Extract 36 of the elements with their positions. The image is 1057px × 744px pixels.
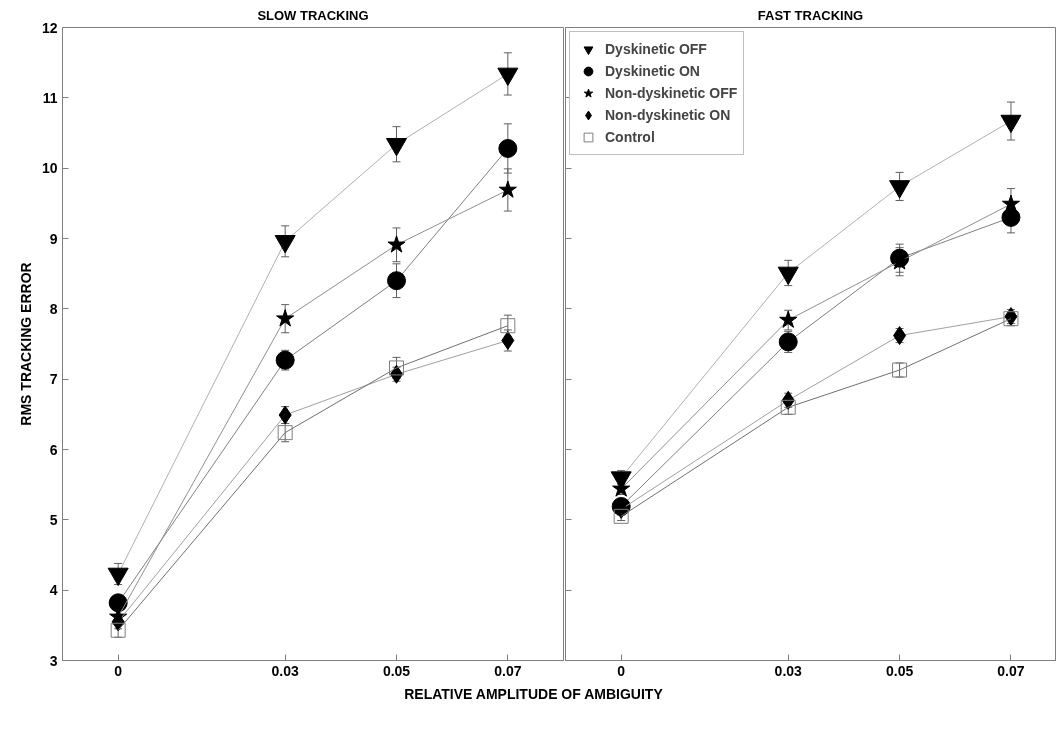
- legend-label: Dyskinetic OFF: [605, 40, 707, 59]
- x-tick-label: 0.03: [271, 662, 299, 679]
- y-tick-label: 9: [49, 230, 58, 247]
- point: [1001, 194, 1021, 212]
- y-axis-title: RMS TRACKING ERROR: [17, 262, 34, 426]
- x-axis-title: RELATIVE AMPLITUDE OF AMBIGUITY: [404, 685, 663, 704]
- x-tick-label: 0: [114, 662, 123, 679]
- x-tick-label: 0: [617, 662, 626, 679]
- y-tick-label: 12: [41, 19, 58, 36]
- legend-label: Non-dyskinetic ON: [605, 106, 731, 125]
- x-tick-label: 0.05: [382, 662, 411, 679]
- point: [275, 350, 295, 370]
- y-tick-label: 6: [49, 441, 58, 458]
- x-tick-label: 0.03: [774, 662, 803, 679]
- point: [1001, 207, 1021, 227]
- point: [498, 138, 518, 158]
- point: [500, 318, 516, 334]
- chart-title: SLOW TRACKING: [257, 7, 369, 23]
- y-tick-label: 4: [49, 582, 58, 599]
- y-tick-label: 3: [49, 652, 58, 669]
- x-tick-label: 0.07: [997, 662, 1025, 679]
- point: [387, 235, 406, 253]
- chart-title: FAST TRACKING: [757, 7, 864, 23]
- legend-label: Control: [605, 128, 655, 147]
- y-tick-label: 8: [49, 300, 58, 317]
- legend-label: Non-dyskinetic OFF: [605, 84, 738, 103]
- x-tick-label: 0.05: [885, 662, 914, 679]
- y-tick-label: 5: [49, 511, 58, 528]
- y-tick-label: 10: [41, 160, 58, 177]
- point: [276, 309, 295, 327]
- y-tick-label: 11: [42, 89, 58, 106]
- y-tick-label: 7: [49, 371, 58, 388]
- point: [498, 180, 517, 198]
- point: [387, 271, 406, 291]
- legend-label: Dyskinetic ON: [605, 62, 700, 81]
- x-tick-label: 0.07: [494, 662, 522, 679]
